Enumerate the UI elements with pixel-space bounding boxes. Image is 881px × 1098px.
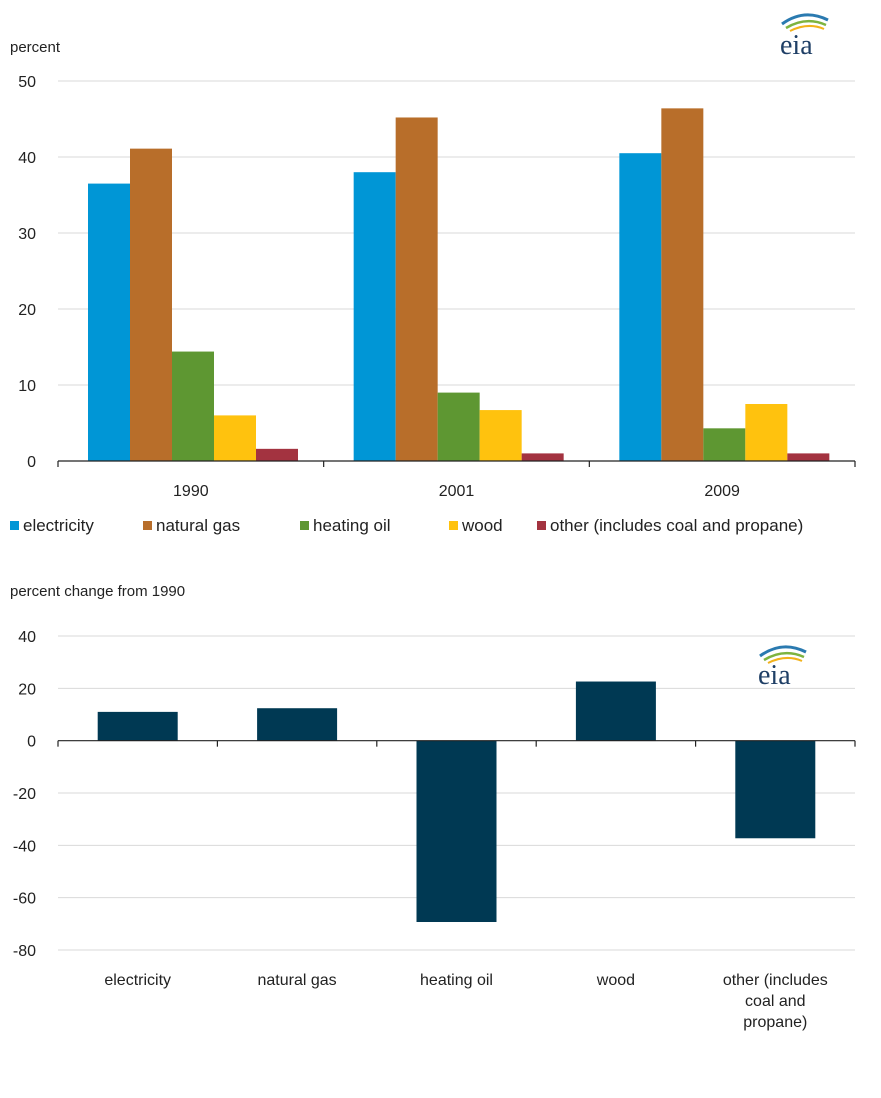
logo-swoosh-icon (789, 25, 825, 32)
bar-wood-2001 (479, 410, 522, 461)
bar-wood-2009 (745, 404, 788, 461)
bar-heating-oil-1990 (172, 351, 214, 461)
x-category-label: natural gas (258, 972, 337, 989)
legend-entry: natural gas (156, 516, 240, 535)
top-y-tick-labels: 0 10 20 30 40 50 (18, 74, 36, 471)
bottom-category-labels: electricity natural gas heating oil wood oth… (104, 972, 827, 1031)
legend-entry: electricity (23, 516, 94, 535)
x-category-label-line: heating oil (420, 972, 493, 989)
x-category-label: 1990 (173, 483, 209, 500)
top-chart: percent 0 10 20 30 40 50 1990 2001 2009 electri… (10, 39, 856, 535)
top-y-axis-label: percent (10, 39, 61, 56)
y-tick-label: 40 (18, 150, 36, 167)
x-category-label: wood (596, 972, 635, 989)
x-category-label: 2001 (439, 483, 475, 500)
bar-electricity-1990 (88, 183, 130, 461)
bottom-x-axis (57, 740, 856, 747)
y-tick-label: -60 (13, 891, 36, 908)
top-category-labels: 1990 2001 2009 (173, 483, 740, 500)
x-category-label: other (includes coal and propane) (723, 972, 828, 1031)
eia-logo: eia (780, 13, 829, 61)
top-x-axis (57, 460, 856, 467)
y-tick-label: 0 (27, 734, 36, 751)
legend-swatch (143, 521, 152, 530)
logo-text: eia (780, 30, 813, 61)
legend-entry: heating oil (313, 516, 391, 535)
top-bars (88, 108, 830, 462)
bar-electricity-2001 (353, 172, 396, 461)
bottom-y-axis-label: percent change from 1990 (10, 583, 185, 600)
logo-swoosh-icon (763, 651, 805, 662)
y-tick-label: 50 (18, 74, 36, 91)
y-tick-label: 10 (18, 378, 36, 395)
legend-swatch (10, 521, 19, 530)
y-tick-label: -80 (13, 943, 36, 960)
y-tick-label: 20 (18, 681, 36, 698)
bar-natural-gas-1990 (130, 148, 172, 461)
x-category-label-line: wood (596, 972, 635, 989)
x-category-label: 2009 (704, 483, 740, 500)
x-category-label: electricity (104, 972, 171, 989)
logo-text: eia (758, 660, 791, 691)
eia-logo: eia (758, 645, 807, 691)
y-tick-label: 40 (18, 629, 36, 646)
y-tick-label: 0 (27, 454, 36, 471)
bar-change-5 (735, 740, 816, 839)
x-category-label-line: electricity (104, 972, 171, 989)
x-category-label-line: natural gas (258, 972, 337, 989)
logo-swoosh-icon (767, 657, 803, 664)
x-category-label-line: coal and (745, 993, 806, 1010)
bar-wood-1990 (214, 415, 256, 461)
bar-natural-gas-2001 (395, 117, 438, 461)
x-category-label-line: propane) (743, 1014, 807, 1031)
logo-swoosh-icon (781, 13, 829, 26)
bar-change-2 (257, 708, 338, 741)
y-tick-label: -20 (13, 786, 36, 803)
bar-heating-oil-2001 (437, 392, 480, 461)
bar-change-4 (575, 681, 656, 741)
legend-swatch (300, 521, 309, 530)
legend-entry: other (includes coal and propane) (550, 516, 803, 535)
bar-other-2001 (521, 453, 564, 461)
logo-swoosh-icon (785, 19, 827, 30)
bottom-chart: percent change from 1990 -80 -60 -40 -20 0 20… (10, 583, 856, 1031)
legend-swatch (449, 521, 458, 530)
legend-entry: wood (461, 516, 503, 535)
x-category-label-line: other (includes (723, 972, 828, 989)
x-category-label: heating oil (420, 972, 493, 989)
bar-electricity-2009 (619, 153, 662, 461)
bar-other-1990 (256, 448, 298, 461)
logo-swoosh-icon (759, 645, 807, 658)
bottom-y-tick-labels: -80 -60 -40 -20 0 20 40 (13, 629, 36, 960)
bar-change-3 (416, 740, 497, 923)
top-gridlines (58, 80, 855, 386)
bar-natural-gas-2009 (661, 108, 704, 462)
bar-heating-oil-2009 (703, 428, 746, 461)
bottom-bars (97, 681, 816, 923)
y-tick-label: 20 (18, 302, 36, 319)
legend-swatch (537, 521, 546, 530)
bar-change-1 (97, 711, 178, 741)
y-tick-label: -40 (13, 838, 36, 855)
bar-other-2009 (787, 453, 830, 461)
y-tick-label: 30 (18, 226, 36, 243)
top-legend: electricity natural gas heating oil wood oth… (10, 516, 803, 535)
